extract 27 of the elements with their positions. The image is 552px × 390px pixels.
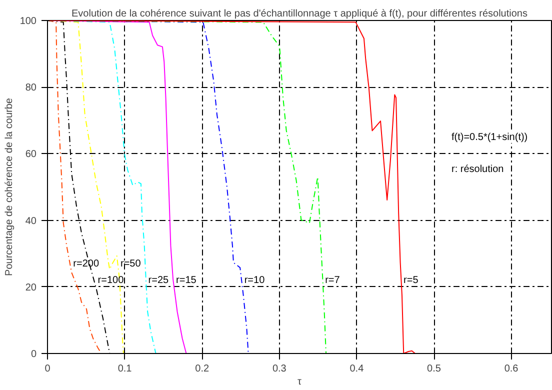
- y-axis-title: Pourcentage de cohérence de la courbe: [4, 98, 15, 276]
- series-label: r=10: [244, 274, 266, 286]
- series-label: r=7: [325, 274, 340, 286]
- x-tick-label: 0.2: [195, 364, 210, 374]
- annotation: f(t)=0.5*(1+sin(t)): [452, 132, 528, 143]
- series-label: r=200: [73, 258, 100, 270]
- annotation: r: résolution: [452, 164, 504, 175]
- series-label: r=5: [404, 274, 419, 286]
- x-tick-label: 0.6: [504, 364, 519, 374]
- chart-title: Evolution de la cohérence suivant le pas d'échantillonnage τ appliqué à f(t), pour différentes résolutions: [72, 8, 528, 20]
- y-tick-label: 80: [25, 82, 37, 94]
- y-tick-label: 20: [25, 282, 37, 294]
- x-tick-label: 0: [44, 364, 51, 374]
- y-tick-label: 100: [20, 16, 37, 27]
- series-label: r=50: [120, 258, 142, 270]
- x-axis-title: τ: [298, 376, 302, 388]
- x-tick-label: 0.3: [272, 364, 287, 374]
- line-series: [48, 20, 416, 354]
- y-tick-label: 0: [30, 349, 37, 360]
- x-tick-label: 0.1: [118, 364, 132, 374]
- y-tick-label: 60: [25, 149, 37, 160]
- series-label: r=25: [148, 274, 170, 286]
- series-label: r=100: [98, 274, 124, 286]
- x-tick-label: 0.4: [350, 364, 364, 374]
- y-tick-label: 40: [25, 216, 37, 227]
- series-label: r=15: [176, 274, 197, 286]
- x-tick-label: 0.5: [427, 364, 442, 374]
